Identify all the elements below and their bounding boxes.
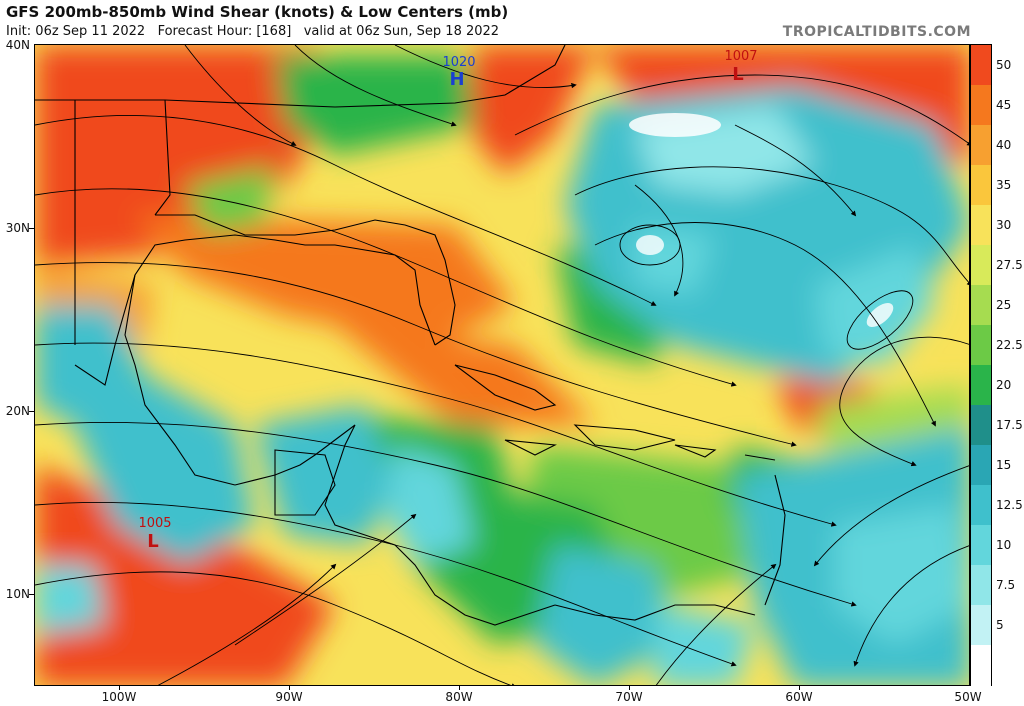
wind-shear-map: 1020 H 1007 L 1005 L — [34, 44, 970, 686]
lon-tick — [629, 686, 630, 690]
colorbar-label: 40 — [996, 138, 1012, 152]
pressure-value: 1005 — [138, 516, 171, 531]
lat-tick — [29, 411, 34, 412]
lon-tick — [119, 686, 120, 690]
colorbar-segment — [971, 285, 991, 326]
colorbar-segment — [971, 245, 991, 286]
lat-label-40n: 40N — [5, 38, 30, 52]
colorbar-label: 5 — [996, 618, 1004, 632]
colorbar-segment — [971, 165, 991, 206]
shear-colorbar — [970, 44, 992, 686]
lon-label-60w: 60W — [785, 690, 813, 704]
lat-tick — [29, 228, 34, 229]
brand-watermark: TROPICALTIDBITS.COM — [782, 24, 971, 40]
colorbar-segment — [971, 405, 991, 446]
map-subtitle: Init: 06z Sep 11 2022 Forecast Hour: [16… — [6, 24, 499, 39]
colorbar-segment — [971, 605, 991, 646]
map-title: GFS 200mb-850mb Wind Shear (knots) & Low… — [6, 3, 509, 21]
coastlines — [35, 45, 786, 626]
low-center-1007: 1007 L — [724, 49, 757, 85]
colorbar-label: 45 — [996, 98, 1012, 112]
colorbar-segment — [971, 565, 991, 606]
pressure-value: 1020 — [442, 55, 475, 70]
colorbar-label: 27.5 — [996, 258, 1023, 272]
pressure-value: 1007 — [724, 49, 757, 64]
colorbar-label: 15 — [996, 458, 1012, 472]
colorbar-label: 35 — [996, 178, 1012, 192]
colorbar-segment — [971, 445, 991, 486]
lon-label-70w: 70W — [615, 690, 643, 704]
high-center-1020: 1020 H — [442, 55, 475, 90]
lat-label-20n: 20N — [5, 404, 30, 418]
colorbar-label: 7.5 — [996, 578, 1016, 592]
pressure-letter: H — [449, 69, 464, 90]
colorbar-segment — [971, 45, 991, 86]
lon-tick — [289, 686, 290, 690]
colorbar-label: 25 — [996, 298, 1012, 312]
lat-tick — [29, 594, 34, 595]
colorbar-segment — [971, 85, 991, 126]
colorbar-label: 50 — [996, 58, 1012, 72]
colorbar-label: 20 — [996, 378, 1012, 392]
lon-tick — [459, 686, 460, 690]
colorbar-label: 30 — [996, 218, 1012, 232]
colorbar-label: 22.5 — [996, 338, 1023, 352]
init-time: Init: 06z Sep 11 2022 — [6, 24, 146, 39]
colorbar-segment — [971, 125, 991, 166]
colorbar-label: 10 — [996, 538, 1012, 552]
colorbar-segment — [971, 205, 991, 246]
lon-tick — [799, 686, 800, 690]
colorbar-label: 17.5 — [996, 418, 1023, 432]
pressure-letter: L — [147, 531, 158, 552]
forecast-hour: Forecast Hour: [168] — [157, 24, 292, 39]
colorbar-segment — [971, 645, 991, 686]
colorbar-segment — [971, 325, 991, 366]
colorbar-segment — [971, 365, 991, 406]
lat-label-30n: 30N — [5, 221, 30, 235]
colorbar-segment — [971, 525, 991, 566]
colorbar-label: 12.5 — [996, 498, 1023, 512]
lat-label-10n: 10N — [5, 587, 30, 601]
lon-label-50w: 50W — [954, 690, 982, 704]
lon-label-80w: 80W — [445, 690, 473, 704]
colorbar-segment — [971, 485, 991, 526]
low-center-1005: 1005 L — [138, 516, 171, 552]
streamlines — [35, 45, 969, 685]
shear-field — [35, 45, 969, 685]
valid-time: valid at 06z Sun, Sep 18 2022 — [303, 24, 500, 39]
pressure-letter: L — [732, 64, 743, 85]
lon-label-100w: 100W — [101, 690, 137, 704]
lon-label-90w: 90W — [275, 690, 303, 704]
